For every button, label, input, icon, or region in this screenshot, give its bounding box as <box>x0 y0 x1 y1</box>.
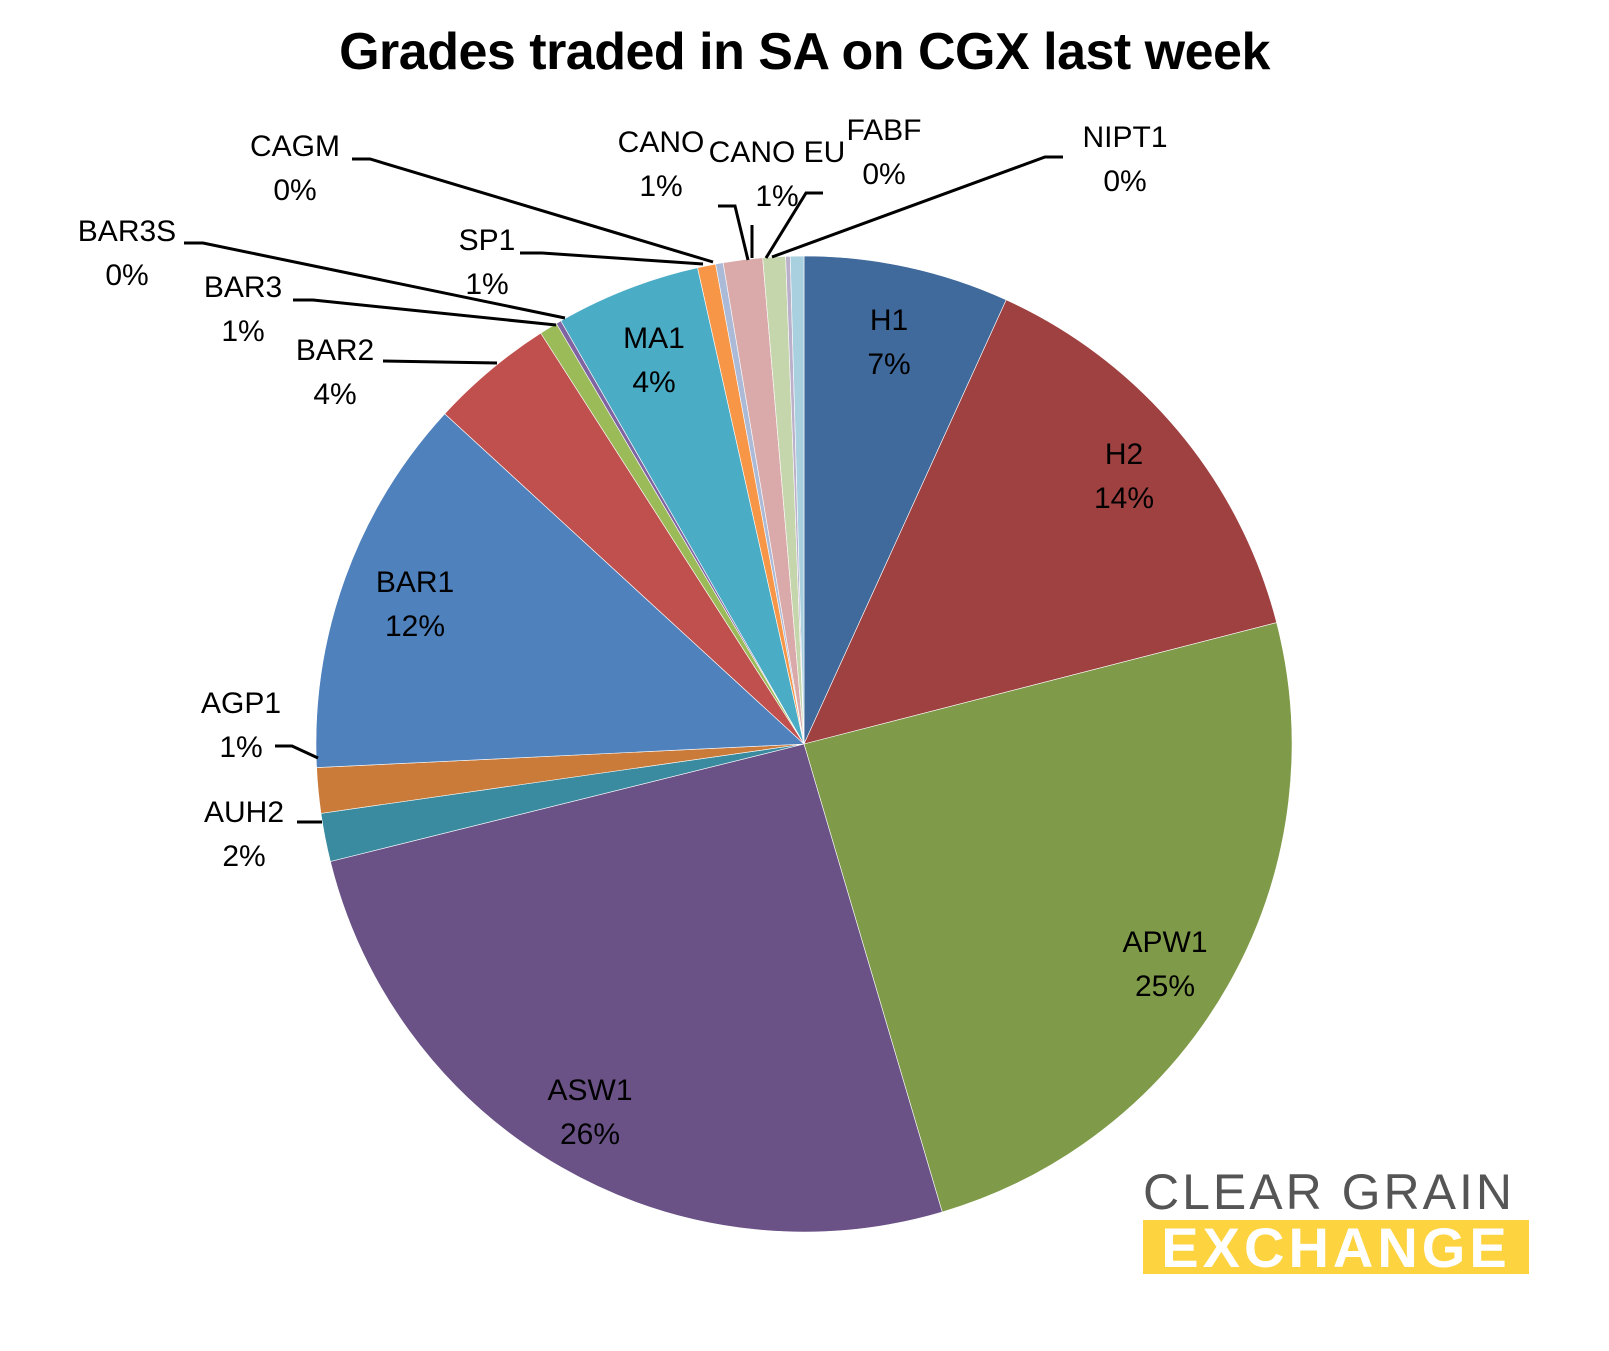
label-name-agp1: AGP1 <box>201 687 281 720</box>
slice-apw1 <box>803 622 1293 1213</box>
label-pct-h1: 7% <box>867 348 910 381</box>
label-pct-apw1: 25% <box>1135 970 1195 1003</box>
label-pct-fabf: 0% <box>862 158 905 191</box>
leader-line-bar3 <box>293 298 557 327</box>
leader-line-agp1 <box>275 744 319 760</box>
leader-line-cagm <box>352 157 714 264</box>
leader-line-sp1 <box>520 251 704 266</box>
label-pct-bar1: 12% <box>385 610 445 643</box>
label-pct-h2: 14% <box>1094 482 1154 515</box>
label-pct-sp1: 1% <box>465 268 508 301</box>
label-pct-cagm: 0% <box>273 174 316 207</box>
clear-grain-exchange-logo: CLEAR GRAIN EXCHANGE <box>1143 1166 1529 1274</box>
label-pct-asw1: 26% <box>560 1118 620 1151</box>
logo-line-2: EXCHANGE <box>1143 1220 1529 1274</box>
label-name-auh2: AUH2 <box>204 796 284 829</box>
slice-h1 <box>803 255 1007 745</box>
label-pct-bar3s: 0% <box>105 259 148 292</box>
label-name-bar3s: BAR3S <box>78 215 176 248</box>
label-name-cano: CANO <box>618 126 705 159</box>
label-pct-bar3: 1% <box>221 315 264 348</box>
logo-line-1: CLEAR GRAIN <box>1143 1164 1515 1220</box>
label-pct-bar2: 4% <box>313 378 356 411</box>
label-pct-auh2: 2% <box>222 840 265 873</box>
label-name-h1: H1 <box>870 304 908 337</box>
pie-slices <box>315 255 1293 1233</box>
label-pct-nipt1: 0% <box>1103 165 1146 198</box>
label-pct-cano-eu: 1% <box>755 180 798 213</box>
leader-lines <box>184 155 1063 824</box>
slice-bar1 <box>315 413 805 768</box>
label-pct-cano: 1% <box>639 170 682 203</box>
label-name-bar3: BAR3 <box>204 271 282 304</box>
label-name-bar1: BAR1 <box>376 566 454 599</box>
chart-title: Grades traded in SA on CGX last week <box>339 23 1270 81</box>
leader-line-fabf <box>764 191 823 259</box>
label-name-asw1: ASW1 <box>547 1074 632 1107</box>
label-pct-agp1: 1% <box>219 731 262 764</box>
label-pct-ma1: 4% <box>632 366 675 399</box>
leader-line-nipt1 <box>771 155 1063 259</box>
data-labels: H1 7% H2 14% APW1 25% ASW1 26% AUH2 2% AGP1 1% BAR1 1… <box>78 114 1208 1151</box>
leader-line-bar2 <box>382 359 498 365</box>
label-name-cagm: CAGM <box>250 130 340 163</box>
label-name-h2: H2 <box>1105 438 1143 471</box>
leader-line-bar3s <box>184 241 566 320</box>
slice-nipt1 <box>789 255 805 745</box>
leader-line-cano <box>718 204 750 261</box>
label-name-cano-eu: CANO EU <box>709 136 846 169</box>
label-name-nipt1: NIPT1 <box>1082 121 1167 154</box>
label-name-ma1: MA1 <box>623 322 685 355</box>
slice-h2 <box>803 299 1278 745</box>
slice-asw1 <box>329 743 943 1233</box>
label-name-apw1: APW1 <box>1122 926 1207 959</box>
label-name-fabf: FABF <box>846 114 921 147</box>
label-name-sp1: SP1 <box>459 224 516 257</box>
label-name-bar2: BAR2 <box>296 334 374 367</box>
